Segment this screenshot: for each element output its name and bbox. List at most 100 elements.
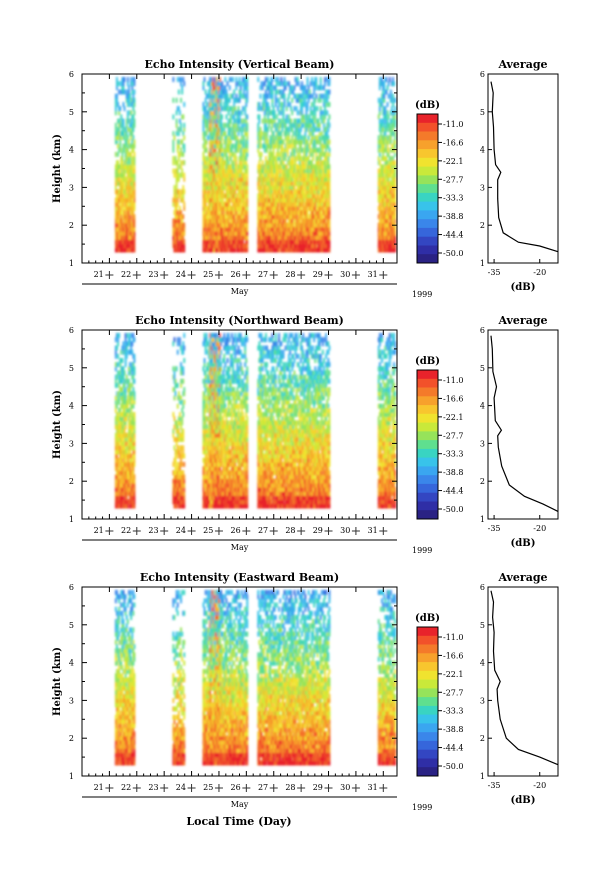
heatmap-cell [269,81,272,87]
heatmap-cell [386,122,389,128]
heatmap-cell [271,214,274,220]
heatmap-cell [114,395,117,401]
heatmap-cell [382,189,385,195]
heatmap-cell [384,147,387,153]
heatmap-cell [238,81,241,87]
heatmap-cell [273,181,276,186]
heatmap-cell [279,235,282,240]
heatmap-cell [221,93,223,99]
heatmap-cell [121,449,124,455]
heatmap-cell [326,77,329,82]
heatmap-cell [117,168,119,174]
heatmap-cell [215,77,218,82]
heatmap-cell [318,243,321,249]
heatmap-cell [208,222,210,228]
heatmap-cell [384,181,387,186]
heatmap-cell [119,503,122,509]
heatmap-cell [120,131,123,137]
heatmap-cell [222,106,225,112]
heatmap-cell [260,226,263,232]
heatmap-cell [222,222,225,228]
heatmap-cell [176,77,179,82]
heatmap-cell [327,126,330,132]
heatmap-cell [116,131,118,137]
heatmap-cell [295,131,298,137]
heatmap-cell [238,126,241,132]
heatmap-cell [307,122,310,128]
heatmap-cell [279,89,282,95]
heatmap-cell [389,135,392,141]
heatmap-cell [263,243,266,249]
heatmap-cell [281,143,284,149]
heatmap-cell [246,205,249,211]
heatmap-cell [124,176,127,182]
heatmap-cell [313,222,316,228]
heatmap-cell [306,176,309,182]
heatmap-cell [116,441,118,447]
heatmap-cell [122,230,125,236]
heatmap-cell [280,143,283,149]
heatmap-cell [283,147,286,153]
heatmap-cell [222,172,225,178]
heatmap-cell [231,243,233,249]
heatmap-cell [382,205,385,211]
heatmap-cell [274,247,277,253]
heatmap-cell [125,239,128,245]
heatmap-cell [279,160,282,166]
heatmap-cell [296,139,299,145]
heatmap-cell [118,399,121,405]
heatmap-cell [119,143,122,149]
heatmap-cell [210,93,213,99]
heatmap-cell [319,143,322,149]
heatmap-cell [205,243,208,249]
heatmap-cell [263,226,266,232]
heatmap-cell [261,193,264,199]
heatmap-cell [385,77,388,82]
heatmap-cell [319,247,322,253]
heatmap-cell [226,172,229,178]
heatmap-cell [323,185,325,191]
heatmap-cell [272,235,275,240]
heatmap-cell [123,77,126,82]
heatmap-cell [306,114,309,120]
heatmap-cell [304,222,307,228]
heatmap-cell [385,143,388,149]
heatmap-cell [222,176,225,182]
heatmap-cell [381,235,383,240]
heatmap-cell [305,156,308,161]
heatmap-cell [202,193,205,199]
heatmap-cell [378,77,381,82]
heatmap-cell [317,197,320,203]
heatmap-cell [266,93,268,99]
heatmap-cell [239,181,242,186]
heatmap-cell [321,189,324,195]
heatmap-cell [323,160,325,166]
heatmap-cell [285,214,288,220]
heatmap-cell [312,131,314,137]
heatmap-cell [392,201,394,207]
heatmap-cell [120,222,123,228]
heatmap-cell [387,201,390,207]
heatmap-cell [325,247,328,253]
heatmap-cell [239,93,242,99]
heatmap-cell [378,210,381,216]
heatmap-cell [273,218,276,224]
heatmap-cell [386,85,389,91]
heatmap-cell [242,247,244,253]
heatmap-cell [289,102,291,107]
heatmap-cell [278,143,280,149]
heatmap-cell [122,181,125,186]
heatmap-cell [388,135,391,141]
heatmap-cell [325,230,328,236]
heatmap-cell [312,205,314,211]
heatmap-cell [268,193,271,199]
heatmap-cell [236,126,239,132]
heatmap-cell [258,143,261,149]
heatmap-cell [293,181,296,186]
heatmap-cell [388,189,391,195]
heatmap [114,333,397,509]
heatmap-cell [277,239,279,245]
heatmap-cell [320,214,323,220]
heatmap-cell [236,172,239,178]
heatmap-cell [272,160,275,166]
